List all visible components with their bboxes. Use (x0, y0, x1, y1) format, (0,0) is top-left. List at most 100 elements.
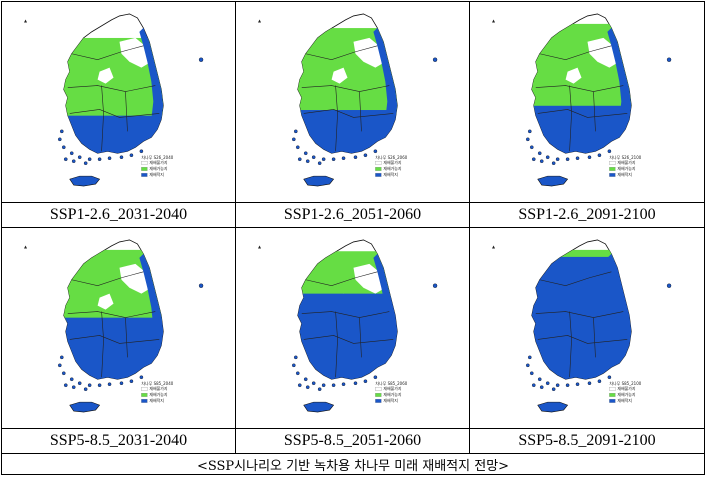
legend-item-label: 재배불가지 (617, 386, 636, 391)
island (119, 155, 124, 160)
east-coast-zone (607, 27, 632, 120)
north-arrow-icon: ▲ (258, 244, 262, 249)
unsuitable-patch (97, 263, 152, 310)
panel-label-1: SSP1-2.6_2031-2040 (2, 203, 236, 228)
jeju-island (69, 175, 101, 187)
legend-item-label: 재배적지 (617, 172, 632, 177)
island (321, 383, 326, 388)
island (353, 155, 358, 160)
optimal-zone (297, 293, 398, 380)
island (293, 129, 298, 134)
jeju-island (69, 401, 101, 413)
province-boundaries (301, 45, 394, 152)
island (531, 157, 536, 162)
legend-item-label: 재배적지 (617, 398, 632, 403)
island (58, 137, 62, 142)
island (119, 381, 124, 386)
north-arrow-icon: ▲ (492, 18, 496, 23)
island (331, 383, 336, 388)
legend-swatch (141, 172, 148, 177)
jeju-island (537, 175, 569, 187)
legend-swatch (375, 398, 382, 403)
island (607, 149, 612, 154)
island (555, 157, 560, 162)
ulleung-island (198, 57, 204, 62)
legend-swatch (141, 398, 148, 403)
island (83, 387, 88, 391)
legend-swatch (609, 393, 616, 397)
island (303, 151, 308, 156)
legend-item-label: 재배가능지 (149, 392, 168, 397)
legend-swatch (375, 172, 382, 177)
island (545, 381, 550, 386)
island (97, 383, 102, 388)
island (292, 363, 296, 368)
figure-caption: <SSP시나리오 기반 녹차용 차나무 미래 재배적지 전망> (196, 458, 510, 474)
island (575, 156, 580, 161)
unsuitable-patch (565, 37, 620, 84)
legend-swatch (375, 167, 382, 171)
map-panel-4: 차나무 S85_2040 재배불가지 재배가능지 재배적지 ▲ (2, 228, 236, 429)
island (331, 157, 336, 162)
legend-item-label: 재배불가지 (149, 160, 168, 165)
island (529, 145, 534, 150)
island (297, 383, 302, 388)
island (539, 159, 544, 163)
island (77, 155, 82, 160)
suitable-zone (297, 251, 398, 298)
legend-swatch (141, 161, 148, 165)
panel-label-6: SSP5-8.5_2091-2100 (470, 429, 704, 454)
legend-item-label: 재배가능지 (149, 166, 168, 171)
island (565, 383, 570, 388)
island (341, 156, 346, 161)
island (363, 379, 368, 384)
legend-swatch (375, 387, 382, 391)
island (87, 383, 92, 388)
north-arrow-icon: ▲ (258, 18, 262, 23)
province-boundaries (535, 271, 628, 378)
legend-swatch (609, 167, 616, 171)
map-panel-3: 차나무 S26_2100 재배불가지 재배가능지 재배적지 ▲ (470, 2, 704, 203)
ulleung-island (666, 283, 672, 288)
island (565, 157, 570, 162)
island (107, 156, 112, 161)
island (551, 161, 556, 165)
province-boundaries (67, 271, 160, 378)
island (539, 385, 544, 389)
island (295, 371, 300, 376)
legend-item-label: 재배가능지 (617, 166, 636, 171)
legend-title: 차나무 S85_2040 (141, 381, 173, 386)
ulleung-island (198, 283, 204, 288)
island (527, 355, 532, 360)
legend-swatch (609, 172, 616, 177)
suitable-zone (531, 249, 632, 261)
legend-item-label: 재배불가지 (383, 160, 402, 165)
province-boundaries (301, 271, 394, 378)
island (317, 387, 322, 391)
island (527, 129, 532, 134)
island (77, 381, 82, 386)
panel-label-2: SSP1-2.6_2051-2060 (236, 203, 470, 228)
island (292, 137, 296, 142)
island (71, 159, 76, 163)
island (129, 153, 134, 158)
island (63, 157, 68, 162)
island (297, 157, 302, 162)
east-coast-zone (607, 253, 632, 346)
map-panel-5: 차나무 S85_2060 재배불가지 재배가능지 재배적지 ▲ (236, 228, 470, 429)
unsuitable-patch (97, 37, 152, 84)
island (555, 383, 560, 388)
legend-title: 차나무 S85_2100 (609, 381, 641, 386)
legend-item-label: 재배적지 (383, 172, 398, 177)
legend-swatch (141, 387, 148, 391)
legend-item-label: 재배적지 (149, 172, 164, 177)
legend-title: 차나무 S26_2040 (141, 155, 173, 160)
island (373, 375, 378, 380)
legend-item-label: 재배불가지 (149, 386, 168, 391)
north-arrow-icon: ▲ (492, 244, 496, 249)
island (303, 377, 308, 382)
map-panel-1: 차나무 S26_2040 재배불가지 재배가능지 재배적지 ▲ (2, 2, 236, 203)
legend-item-label: 재배가능지 (617, 392, 636, 397)
island (295, 145, 300, 150)
